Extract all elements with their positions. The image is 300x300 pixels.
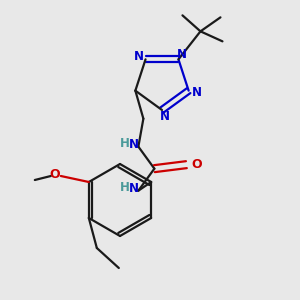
Text: O: O — [191, 158, 202, 171]
Text: H: H — [119, 181, 129, 194]
Text: N: N — [160, 110, 170, 122]
Text: O: O — [50, 167, 60, 181]
Text: N: N — [176, 48, 187, 61]
Text: N: N — [134, 50, 143, 63]
Text: H: H — [119, 137, 129, 150]
Text: N: N — [129, 182, 140, 195]
Text: N: N — [129, 138, 140, 151]
Text: N: N — [192, 86, 202, 99]
